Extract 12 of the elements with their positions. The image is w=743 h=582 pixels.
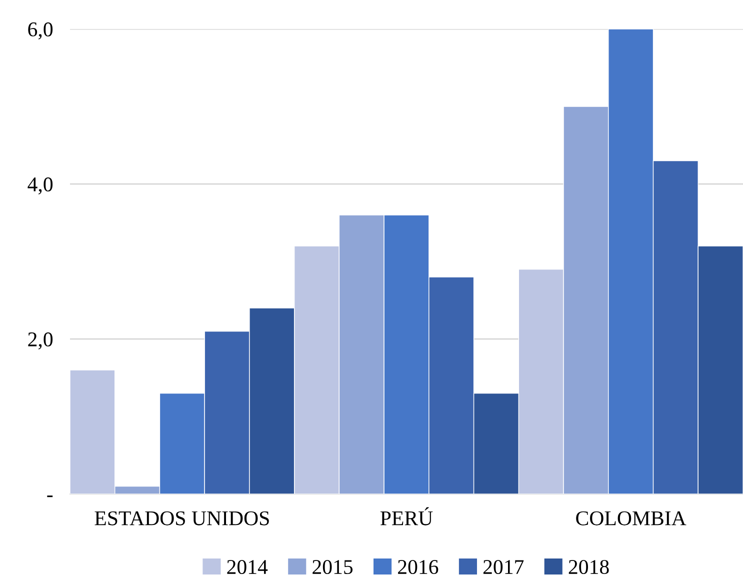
x-tick-label: PERÚ: [380, 507, 433, 526]
x-tick-label: COLOMBIA: [576, 511, 686, 526]
y-tick-label: 4,0: [28, 177, 53, 194]
legend-label: 2014: [227, 560, 268, 574]
legend-label: 2018: [568, 560, 609, 574]
legend-label: 2015: [312, 560, 353, 574]
x-tick-label: ESTADOS UNIDOS: [94, 511, 269, 526]
legend-label: 2017: [483, 560, 524, 574]
y-tick-label: -: [47, 496, 53, 498]
legend-label: 2016: [398, 560, 438, 574]
y-tick-label: 2,0: [28, 332, 53, 350]
y-tick-label: 6,0: [28, 22, 53, 40]
